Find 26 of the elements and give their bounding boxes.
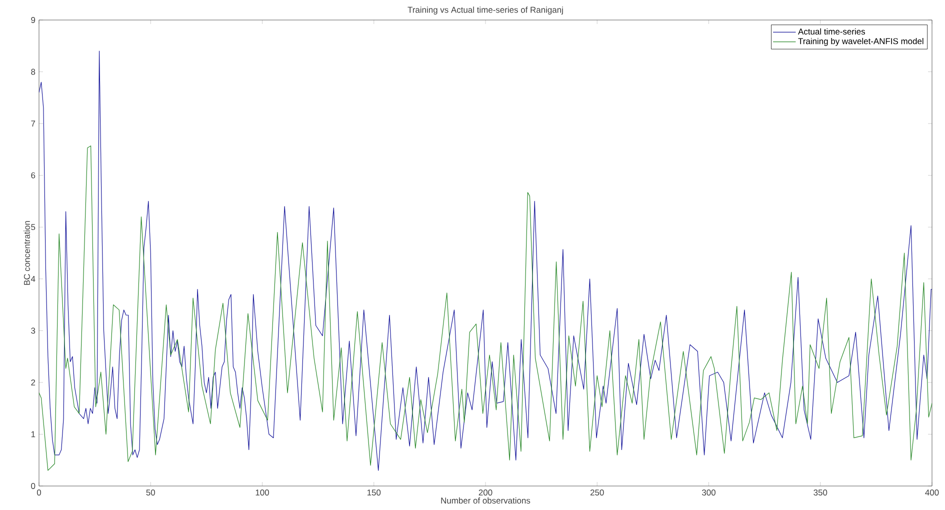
y-tick-label: 9 — [31, 17, 36, 23]
x-tick-label: 200 — [478, 490, 492, 496]
x-tick-label: 250 — [590, 490, 604, 496]
line-series — [39, 146, 932, 471]
x-tick-label: 0 — [36, 490, 42, 496]
y-tick-label: 4 — [30, 276, 36, 282]
x-tick-label: 350 — [814, 490, 828, 496]
x-tick-label: 400 — [925, 490, 939, 496]
y-tick-label: 0 — [31, 483, 36, 489]
y-tick-label: 1 — [31, 431, 36, 438]
y-tick-label: 2 — [31, 379, 36, 386]
y-tick-label: 8 — [31, 68, 36, 75]
x-tick-label: 150 — [367, 490, 381, 496]
line-series — [39, 50, 932, 471]
x-tick-label: 300 — [702, 490, 716, 496]
y-axis-title: BC concentration — [24, 221, 30, 285]
x-tick-label: 100 — [256, 490, 269, 496]
x-axis-title: Number of observations — [441, 497, 530, 504]
chart-title: Training vs Actual time-series of Raniganj — [408, 6, 563, 14]
y-tick-label: 6 — [31, 172, 36, 178]
x-tick-label: 50 — [146, 490, 155, 496]
legend-label: Actual time-series — [798, 28, 865, 35]
y-tick-label: 7 — [31, 120, 36, 126]
y-tick-label: 5 — [31, 224, 36, 230]
y-tick-label: 3 — [31, 328, 36, 334]
legend-label: Training by wavelet-ANFIS model — [798, 38, 924, 46]
